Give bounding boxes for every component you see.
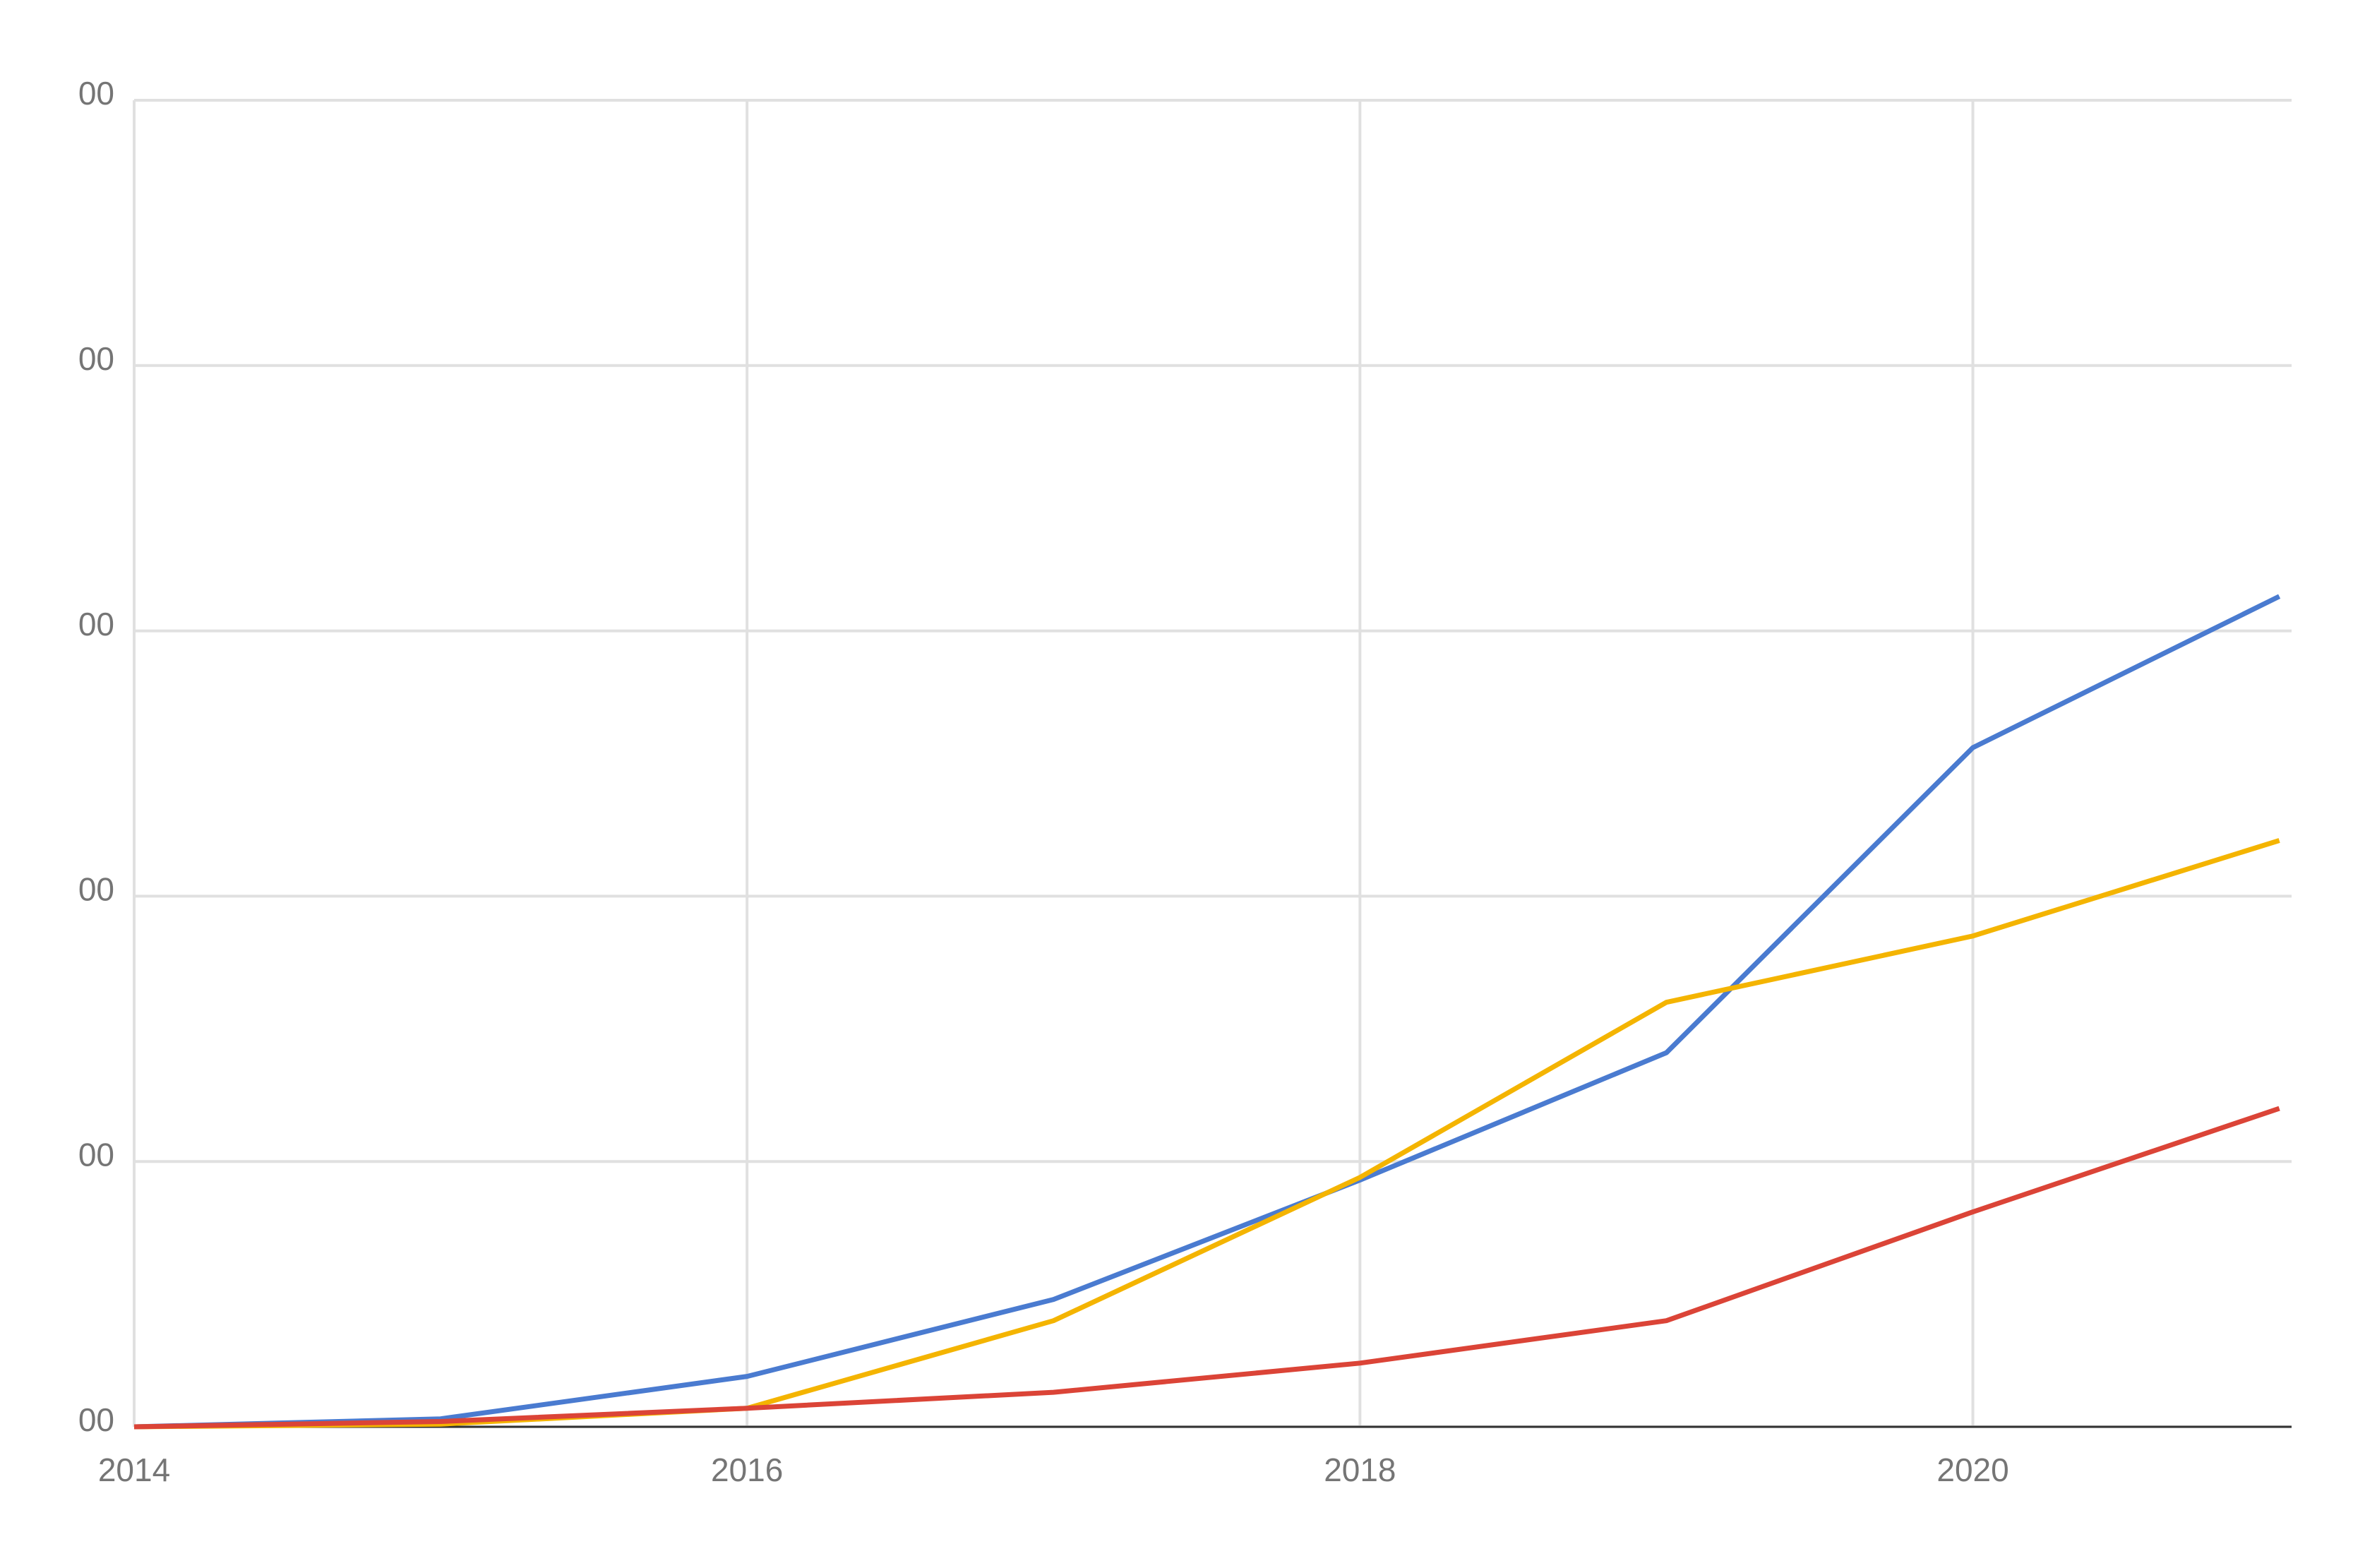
y-tick-label: 00 bbox=[78, 1401, 114, 1438]
series-line bbox=[134, 1106, 2280, 1430]
y-tick-label: 00 bbox=[78, 340, 114, 377]
x-tick-label: 2016 bbox=[711, 1452, 783, 1488]
x-tick-label: 2014 bbox=[98, 1452, 170, 1488]
series-line bbox=[134, 838, 2280, 1430]
y-tick-label: 00 bbox=[78, 75, 114, 112]
series-line bbox=[134, 594, 2281, 1430]
y-tick-label: 00 bbox=[78, 1136, 114, 1173]
y-tick-label: 00 bbox=[78, 871, 114, 908]
y-tick-label: 00 bbox=[78, 606, 114, 642]
x-tick-label: 2020 bbox=[1936, 1452, 2008, 1488]
grid bbox=[133, 99, 2292, 1428]
lines bbox=[134, 594, 2281, 1430]
x-tick-label: 2018 bbox=[1324, 1452, 1396, 1488]
